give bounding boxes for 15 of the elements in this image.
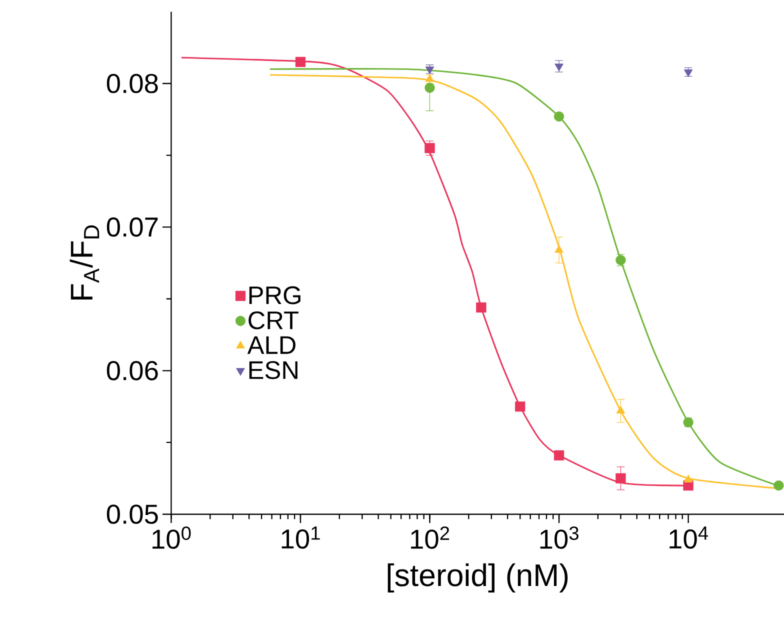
y-tick-label: 0.06 (106, 360, 158, 380)
x-tick-label: 10$^{4}$ (670, 526, 708, 549)
legend-label: ALD (247, 336, 296, 354)
y-axis-title: F$_{A}$/F$_{D}$ (70, 225, 100, 300)
legend-label: PRG (249, 286, 300, 304)
x-tick-label: 10$^{2}$ (411, 526, 450, 549)
x-axis-title: [steroid] (nM) (388, 563, 568, 593)
legend-label: CRT (248, 311, 298, 330)
y-tick-label: 0.07 (106, 217, 158, 237)
y-tick-label: 0.05 (106, 504, 158, 524)
x-tick-label: 10$^{0}$ (152, 526, 191, 549)
y-tick-label: 0.08 (106, 74, 158, 94)
x-tick-label: 10$^{3}$ (540, 526, 578, 549)
x-tick-label: 10$^{1}$ (282, 526, 320, 549)
legend-label: ESN (249, 361, 298, 380)
